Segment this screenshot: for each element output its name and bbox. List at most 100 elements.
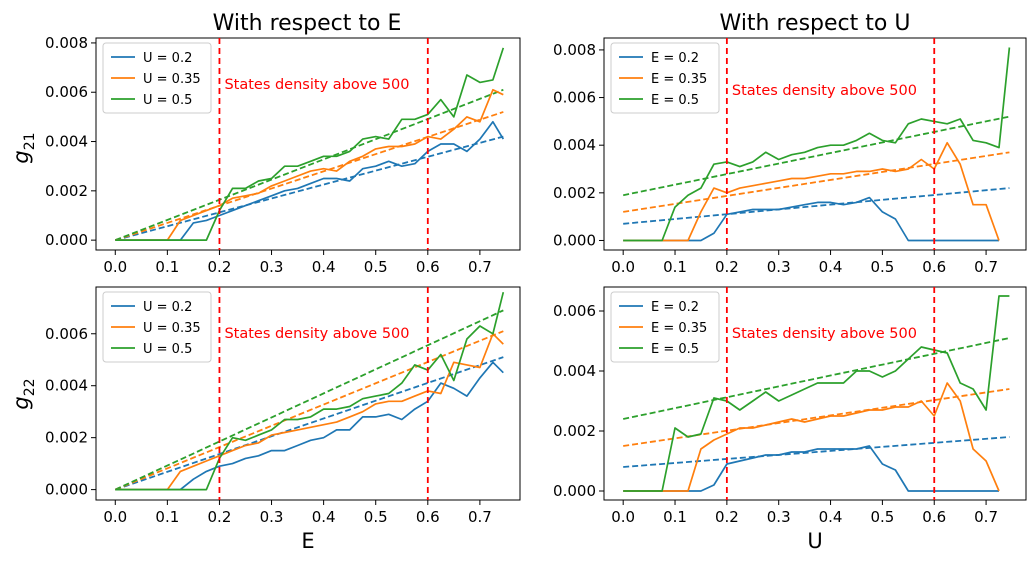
legend-label: U = 0.35: [143, 72, 201, 87]
x-tick-label: 0.3: [260, 258, 284, 276]
density-annotation: States density above 500: [224, 326, 409, 342]
x-tick-label: 0.3: [260, 508, 284, 526]
col-title-left: With respect to E: [213, 11, 402, 36]
x-tick-label: 0.1: [663, 258, 687, 276]
series-line-u-0-5: [115, 47, 505, 241]
x-tick-label: 0.4: [312, 508, 336, 526]
series-line-e-0-35: [623, 141, 1000, 242]
legend-label: E = 0.2: [651, 300, 699, 315]
plot-area: [114, 38, 505, 250]
legend-box: [610, 291, 720, 363]
x-tick-label: 0.6: [416, 508, 440, 526]
series-line-u-0-5: [115, 291, 505, 491]
legend-label: U = 0.35: [143, 321, 201, 336]
x-tick-label: 0.0: [611, 508, 635, 526]
series-line-u-0-35: [115, 88, 504, 241]
col-title-right: With respect to U: [720, 11, 911, 36]
panel-g21-vs-E: 0.0 0.1 0.2 0.3 0.4 0.5 0.6 0.7 0.000 0.002 0.004 0…: [45, 34, 521, 276]
x-tick-label: 0.7: [468, 258, 492, 276]
fit-line-u-0-2: [114, 356, 504, 491]
x-tick-label: 0.1: [155, 508, 179, 526]
x-tick-label: 0.5: [870, 258, 894, 276]
x-tick-label: 0.4: [312, 258, 336, 276]
col-xlabel-right: U: [807, 529, 822, 553]
x-tick-label: 0.1: [663, 508, 687, 526]
x-tick-label: 0.5: [364, 508, 388, 526]
density-annotation: States density above 500: [732, 326, 917, 342]
panel-g22-vs-E: 0.0 0.1 0.2 0.3 0.4 0.5 0.6 0.7 0.000 0.002 0.004 0…: [45, 286, 521, 526]
y-tick-label: 0.000: [45, 481, 88, 499]
x-tick-label: 0.0: [103, 508, 127, 526]
x-tick-label: 0.2: [208, 508, 232, 526]
x-tick-label: 0.4: [819, 508, 843, 526]
fit-line-e-0-2: [623, 187, 1010, 225]
x-tick-label: 0.2: [715, 258, 739, 276]
x-tick-label: 0.7: [468, 508, 492, 526]
series-line-e-0-5: [623, 47, 1011, 242]
x-tick-label: 0.6: [416, 258, 440, 276]
x-tick-label: 0.7: [974, 258, 998, 276]
legend-label: U = 0.5: [143, 342, 192, 357]
panel-g22-vs-U: 0.0 0.1 0.2 0.3 0.4 0.5 0.6 0.7 0.000 0.002 0.004 0…: [553, 286, 1027, 526]
x-tick-label: 0.2: [715, 508, 739, 526]
fit-line-e-0-2: [623, 436, 1010, 468]
x-tick-label: 0.3: [767, 508, 791, 526]
x-tick-label: 0.3: [767, 258, 791, 276]
legend-box: [102, 42, 212, 114]
x-tick-label: 0.5: [870, 508, 894, 526]
x-tick-label: 0.2: [208, 258, 232, 276]
y-tick-label: 0.008: [553, 41, 596, 59]
legend-label: E = 0.35: [651, 72, 707, 87]
plot-area: [622, 287, 1010, 500]
y-tick-label: 0.002: [553, 422, 596, 440]
x-tick-label: 0.6: [922, 508, 946, 526]
y-tick-label: 0.004: [553, 362, 596, 380]
series-line-e-0-5: [623, 295, 1010, 492]
y-tick-label: 0.002: [553, 184, 596, 202]
y-tick-label: 0.008: [45, 34, 88, 52]
fit-line-u-0-5: [114, 88, 504, 241]
density-annotation: States density above 500: [732, 83, 917, 99]
y-tick-label: 0.002: [45, 429, 88, 447]
x-tick-label: 0.6: [922, 258, 946, 276]
legend-label: E = 0.5: [651, 342, 699, 357]
plot-area: [114, 287, 505, 500]
row-ylabel-top: g21: [9, 132, 38, 163]
fit-line-u-0-35: [114, 330, 504, 491]
fit-line-e-0-5: [623, 115, 1010, 197]
y-tick-label: 0.000: [553, 482, 596, 500]
legend-label: U = 0.5: [143, 93, 192, 108]
panel-g21-vs-U: 0.0 0.1 0.2 0.3 0.4 0.5 0.6 0.7 0.000 0.002 0.004 0…: [553, 37, 1027, 276]
y-tick-label: 0.004: [553, 136, 596, 154]
y-tick-label: 0.000: [45, 231, 88, 249]
y-tick-label: 0.004: [45, 377, 88, 395]
legend-label: E = 0.5: [651, 93, 699, 108]
row-ylabel-bottom: g22: [9, 378, 38, 409]
legend-label: E = 0.2: [651, 51, 699, 66]
x-tick-label: 0.5: [364, 258, 388, 276]
x-tick-label: 0.1: [155, 258, 179, 276]
legend-label: U = 0.2: [143, 300, 192, 315]
legend-box: [102, 291, 212, 363]
y-tick-label: 0.006: [553, 302, 596, 320]
x-tick-label: 0.7: [974, 508, 998, 526]
y-tick-label: 0.004: [45, 133, 88, 151]
legend-label: U = 0.2: [143, 51, 192, 66]
density-annotation: States density above 500: [224, 77, 409, 93]
legend-box: [610, 42, 720, 114]
fit-line-u-0-2: [115, 135, 504, 242]
legend-label: E = 0.35: [651, 321, 707, 336]
y-tick-label: 0.000: [553, 231, 596, 249]
fit-line-u-0-5: [114, 309, 504, 491]
plot-area: [623, 38, 1011, 250]
x-tick-label: 0.0: [103, 258, 127, 276]
y-tick-label: 0.006: [553, 89, 596, 107]
y-tick-label: 0.006: [45, 83, 88, 101]
x-tick-label: 0.4: [819, 258, 843, 276]
series-line-e-0-35: [623, 382, 1000, 492]
col-xlabel-left: E: [301, 529, 314, 553]
fit-line-e-0-35: [623, 151, 1010, 213]
fit-line-e-0-5: [622, 337, 1010, 420]
series-line-u-0-35: [115, 332, 504, 491]
